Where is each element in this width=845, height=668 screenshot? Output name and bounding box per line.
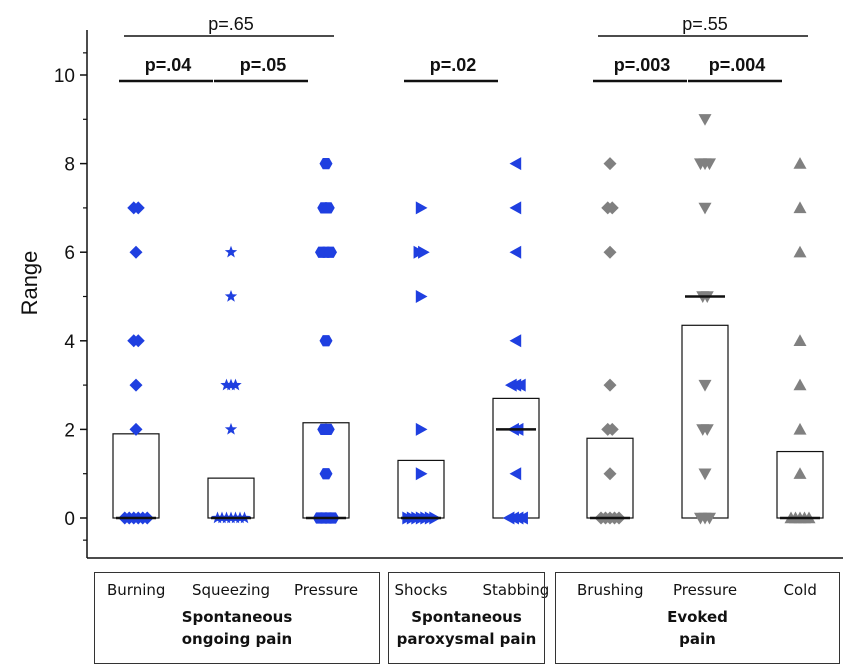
data-point: [324, 246, 337, 258]
data-point: [509, 245, 522, 259]
group-name-line-1: Spontaneous: [181, 608, 293, 626]
mean-bar: [397, 459, 445, 519]
data-point: [321, 202, 335, 214]
p-value-label: p=.004: [709, 55, 766, 75]
p-value-label: p=.55: [682, 14, 728, 34]
p-value-label: p=.02: [430, 55, 477, 75]
group-name: Evoked pain: [555, 606, 840, 650]
data-point: [703, 158, 716, 171]
group-name-line-2: paroxysmal pain: [396, 630, 537, 648]
data-point: [131, 334, 145, 348]
y-tick-label: 8: [64, 155, 75, 176]
category-label: Stabbing: [482, 581, 550, 599]
data-point: [793, 334, 807, 346]
points-layer: [116, 114, 820, 525]
data-point: [224, 422, 238, 435]
bars-layer: [112, 324, 824, 519]
data-point: [793, 467, 807, 479]
data-point: [793, 157, 807, 169]
data-point: [793, 378, 807, 391]
data-point: [415, 201, 428, 215]
y-tick-label: 6: [64, 243, 75, 264]
group-name-line-1: Spontaneous: [411, 608, 522, 626]
data-point: [415, 467, 428, 481]
group-box: [555, 572, 840, 664]
data-point: [509, 201, 522, 215]
y-axis-label: Range: [17, 251, 42, 316]
axes-layer: 0 2 4 6 8 10: [54, 30, 843, 559]
data-point: [698, 468, 712, 481]
y-tick-label: 10: [54, 66, 75, 87]
category-label: Pressure: [294, 581, 359, 599]
category-label: Cold: [783, 581, 817, 599]
category-label: Pressure: [673, 581, 738, 599]
group-name-line-1: Evoked: [667, 608, 728, 626]
data-point: [224, 290, 238, 302]
data-point: [698, 114, 712, 126]
data-point: [509, 467, 522, 481]
data-point: [605, 422, 619, 436]
data-point: [415, 290, 428, 303]
y-tick-label: 4: [64, 332, 75, 353]
y-tick-label: 0: [64, 509, 75, 530]
data-point: [703, 512, 716, 525]
data-point: [514, 378, 526, 392]
data-point: [418, 245, 430, 259]
group-name: Spontaneous ongoing pain: [94, 606, 380, 650]
data-point: [793, 245, 807, 258]
data-point: [131, 201, 145, 215]
annotations-layer: p=.65 p=.04 p=.05 p=.02 p=.55 p=.003 p=.004: [119, 14, 808, 83]
data-point: [509, 157, 522, 171]
mean-bar: [492, 397, 540, 519]
data-point: [605, 201, 619, 215]
data-point: [229, 378, 242, 391]
mean-bar: [776, 450, 824, 519]
data-point: [603, 467, 617, 481]
data-point: [129, 245, 143, 259]
y-tick-label: 2: [64, 420, 75, 441]
category-label: Burning: [107, 581, 166, 599]
data-point: [129, 422, 143, 436]
data-point: [319, 468, 333, 480]
data-point: [415, 422, 428, 436]
data-point: [129, 378, 143, 392]
data-point: [319, 157, 333, 170]
p-value-label: p=.003: [614, 55, 671, 75]
p-value-label: p=.04: [145, 55, 192, 75]
data-point: [793, 422, 807, 435]
data-point: [224, 378, 238, 391]
group-name-line-2: pain: [679, 630, 716, 648]
data-point: [319, 335, 333, 347]
group-name: Spontaneous paroxysmal pain: [388, 606, 545, 650]
category-label: Brushing: [577, 581, 644, 599]
data-point: [220, 378, 233, 391]
mean-bar: [681, 324, 729, 519]
p-value-label: p=.05: [240, 55, 287, 75]
data-point: [321, 423, 335, 436]
data-point: [698, 379, 712, 392]
category-label: Shocks: [394, 581, 448, 599]
data-point: [793, 201, 807, 214]
category-label: Squeezing: [192, 581, 271, 599]
data-point: [516, 511, 528, 525]
mean-bar: [112, 433, 160, 519]
data-point: [224, 245, 238, 258]
data-point: [603, 378, 617, 392]
p-value-label: p=.65: [208, 14, 254, 34]
group-name-line-2: ongoing pain: [181, 630, 293, 648]
data-point: [603, 245, 617, 259]
group-box: [94, 572, 380, 664]
data-point: [698, 202, 712, 215]
data-point: [603, 157, 617, 171]
mean-bar: [207, 477, 255, 519]
data-point: [509, 334, 522, 348]
data-point: [700, 424, 714, 436]
group-box: [388, 572, 545, 664]
